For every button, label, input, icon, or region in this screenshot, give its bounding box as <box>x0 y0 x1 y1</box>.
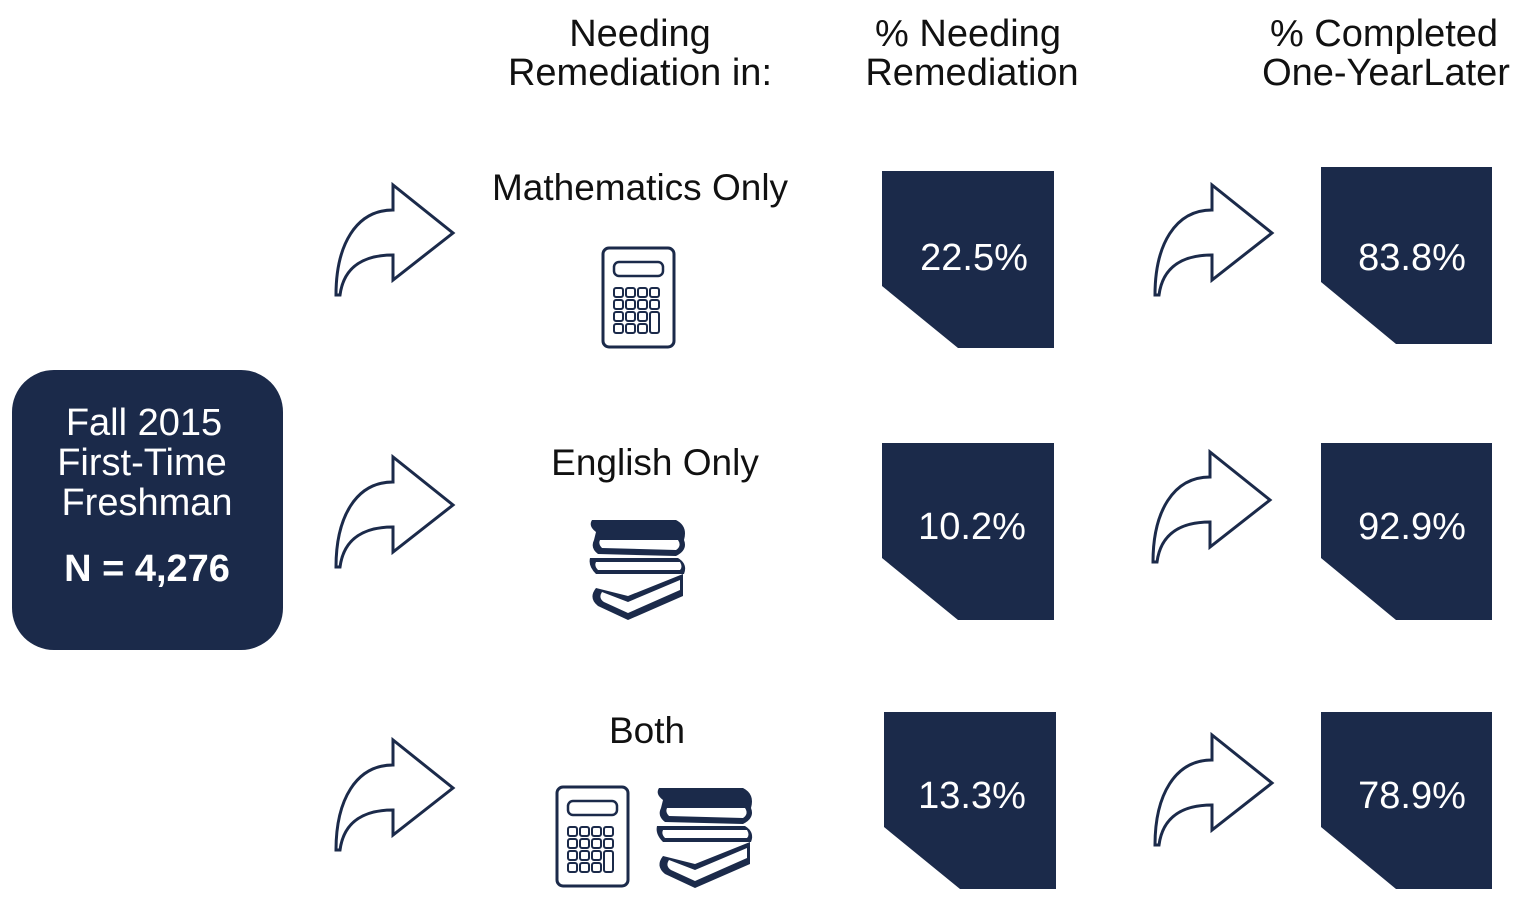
row-label: English Only <box>551 442 759 483</box>
arrow <box>1151 450 1272 564</box>
headers: Needing Remediation in: % Needing Remedi… <box>508 13 1510 94</box>
cohort-line: First-Time <box>57 442 227 484</box>
arrow <box>334 455 455 569</box>
header-line: % Needing <box>875 13 1061 55</box>
arrow <box>1153 733 1274 847</box>
cohort-n: N = 4,276 <box>64 548 230 590</box>
arrow <box>1153 183 1274 297</box>
row-label: Mathematics Only <box>492 167 789 208</box>
row: English Only 10.2% 92.9% <box>551 442 1492 620</box>
header-line: One-YearLater <box>1262 52 1510 94</box>
header-line: Remediation <box>865 52 1078 94</box>
value-box <box>884 712 1056 889</box>
needing-value: 22.5% <box>920 237 1028 279</box>
cohort-line: Fall 2015 <box>66 402 222 444</box>
needing-value: 13.3% <box>918 775 1026 817</box>
row: Mathematics Only 22.5% 83.8% <box>492 167 1492 349</box>
value-box <box>1321 167 1492 344</box>
cohort-bg <box>12 370 283 650</box>
completed-value: 78.9% <box>1358 775 1466 817</box>
cohort-box: Fall 2015 First-Time Freshman N = 4,276 <box>12 370 283 650</box>
header-line: Needing <box>569 13 711 55</box>
value-box <box>882 171 1054 348</box>
arrows <box>334 183 1274 852</box>
arrow <box>334 738 455 852</box>
row: Both 13.3% 78.9% <box>555 710 1492 889</box>
value-box <box>882 443 1054 620</box>
calculator-icon <box>555 785 630 888</box>
value-box <box>1321 443 1492 620</box>
completed-value: 83.8% <box>1358 237 1466 279</box>
books-icon <box>589 520 686 620</box>
books-icon <box>656 788 753 888</box>
completed-value: 92.9% <box>1358 506 1466 548</box>
cohort-line: Freshman <box>61 482 232 524</box>
arrow <box>334 183 455 297</box>
header-line: Remediation in: <box>508 52 772 94</box>
row-label: Both <box>609 710 685 751</box>
header-line: % Completed <box>1270 13 1498 55</box>
needing-value: 10.2% <box>918 506 1026 548</box>
value-box <box>1321 712 1492 889</box>
calculator-icon <box>601 246 676 349</box>
